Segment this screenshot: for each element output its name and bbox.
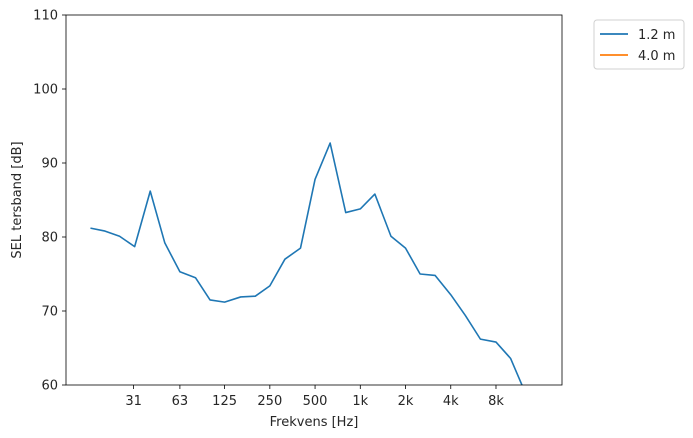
x-tick-label: 1k bbox=[352, 394, 368, 409]
x-tick-label: 2k bbox=[398, 394, 414, 409]
y-axis-title: SEL tersband [dB] bbox=[10, 141, 25, 258]
series-line-1 bbox=[90, 142, 523, 385]
y-tick-label: 100 bbox=[33, 83, 58, 98]
x-tick-label: 125 bbox=[212, 394, 237, 409]
y-tick-label: 70 bbox=[41, 305, 58, 320]
y-tick-label: 60 bbox=[41, 379, 58, 394]
legend-label-1-2m: 1.2 m bbox=[638, 28, 675, 43]
x-tick-label: 500 bbox=[303, 394, 328, 409]
legend-label-4-0m: 4.0 m bbox=[638, 49, 675, 64]
legend-frame bbox=[593, 19, 685, 70]
y-tick-label: 90 bbox=[41, 157, 58, 172]
x-tick-label: 250 bbox=[257, 394, 282, 409]
plot-frame bbox=[65, 14, 563, 386]
x-tick-label: 31 bbox=[125, 394, 142, 409]
y-axis-ticks: 60 70 80 90 100 110 bbox=[33, 9, 66, 394]
y-tick-label: 80 bbox=[41, 231, 58, 246]
y-tick-label: 110 bbox=[33, 9, 58, 24]
series-layer bbox=[90, 142, 523, 385]
plot-area bbox=[66, 15, 562, 385]
x-tick-label: 8k bbox=[488, 394, 504, 409]
x-axis-title: Frekvens [Hz] bbox=[270, 415, 359, 430]
x-tick-label: 4k bbox=[443, 394, 459, 409]
x-axis-ticks: 31 63 125 250 500 1k 2k 4k 8k bbox=[125, 385, 504, 409]
x-tick-label: 63 bbox=[172, 394, 189, 409]
legend: 1.2 m 4.0 m bbox=[593, 19, 685, 70]
